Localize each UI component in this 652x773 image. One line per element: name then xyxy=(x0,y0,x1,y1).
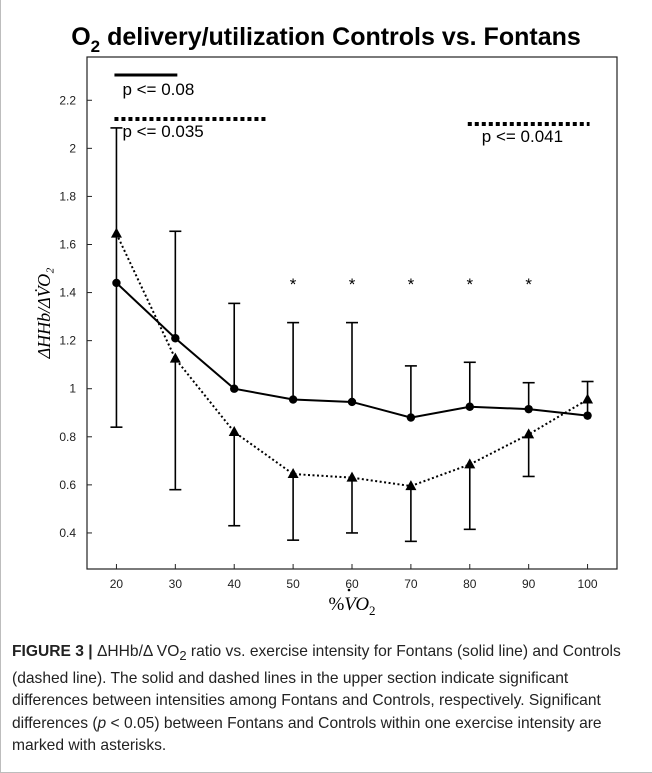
triangle-marker xyxy=(464,458,476,469)
circle-marker xyxy=(524,404,533,414)
y-tick-label: 1.2 xyxy=(59,334,76,348)
circle-marker xyxy=(171,334,180,343)
title-prefix: O xyxy=(71,23,90,51)
significance-label: p <= 0.041 xyxy=(482,127,563,146)
x-axis-label-o: O xyxy=(355,594,369,615)
line-chart: O2 delivery/utilization Controls vs. Fon… xyxy=(33,23,618,618)
asterisk-marker: * xyxy=(466,275,473,294)
x-axis-label-subscript: 2 xyxy=(369,603,376,618)
x-tick-label: 20 xyxy=(110,577,124,591)
x-tick-label: 50 xyxy=(286,577,300,591)
triangle-marker xyxy=(110,227,122,238)
y-tick-label: 1.8 xyxy=(59,189,76,203)
y-tick-label: 1.4 xyxy=(59,286,76,300)
triangle-marker xyxy=(169,352,181,363)
circle-marker xyxy=(347,397,357,407)
series-layer xyxy=(110,127,594,543)
asterisk-marker: * xyxy=(290,275,297,294)
circle-marker xyxy=(583,411,592,420)
y-tick-label: 0.4 xyxy=(59,526,76,540)
x-tick-label: 60 xyxy=(345,577,359,591)
caption-italic-p: p xyxy=(97,714,107,732)
triangle-marker xyxy=(523,428,535,439)
triangle-marker xyxy=(228,425,240,436)
circle-marker xyxy=(406,413,416,422)
significance-label: p <= 0.08 xyxy=(122,80,194,99)
x-tick-label: 30 xyxy=(169,577,183,591)
y-tick-label: 0.6 xyxy=(59,478,76,492)
title-rest: delivery/utilization Controls vs. Fontan… xyxy=(100,23,581,51)
x-axis-label-dot xyxy=(347,588,351,592)
x-axis-label: %VO2 xyxy=(328,594,375,618)
caption-text-3: < 0.05) between Fontans and Controls wit… xyxy=(12,714,602,755)
y-axis-label: ΔHHb/ΔV̇O₂ xyxy=(33,268,54,360)
asterisk-marker: * xyxy=(408,275,415,294)
asterisk-marker: * xyxy=(349,275,356,294)
x-tick-label: 80 xyxy=(463,577,477,591)
significance-label: p <= 0.035 xyxy=(122,122,203,141)
chart-title-text: O2 delivery/utilization Controls vs. Fon… xyxy=(71,23,581,56)
triangle-marker xyxy=(582,393,594,404)
x-axis-label-percent: % xyxy=(328,594,344,615)
x-tick-label: 40 xyxy=(228,577,242,591)
axes: 20 30 40 50 60 70 80 90 100 0.4 0.6 0.8 1 1.2 1.4 1.6 1.… xyxy=(59,93,598,591)
x-tick-label: 100 xyxy=(578,577,598,591)
axis-labels: %VO2 ΔHHb/ΔV̇O₂ xyxy=(33,268,375,618)
panel-left-border xyxy=(0,0,1,773)
y-tick-label: 0.8 xyxy=(59,430,76,444)
circle-marker xyxy=(465,402,474,411)
caption-text-1: ΔHHb/Δ VO xyxy=(92,643,180,660)
asterisk-marker: * xyxy=(525,275,532,294)
triangle-marker xyxy=(346,471,358,482)
caption-text-2: ratio vs. exercise intensity for Fontans… xyxy=(12,643,621,732)
significance-annotations: p <= 0.08 p <= 0.035 p <= 0.041 xyxy=(114,73,590,146)
x-tick-label: 70 xyxy=(404,577,418,591)
caption-subscript: 2 xyxy=(179,648,187,664)
chart-title: O2 delivery/utilization Controls vs. Fon… xyxy=(71,23,581,56)
circle-marker xyxy=(230,384,239,393)
x-axis-label-v: V xyxy=(344,594,358,615)
triangle-marker xyxy=(287,468,299,479)
x-tick-label: 90 xyxy=(522,577,536,591)
caption-label: FIGURE 3 | xyxy=(12,643,93,660)
y-tick-label: 2 xyxy=(69,141,76,155)
asterisk-markers: * * * * * xyxy=(290,275,533,294)
circle-marker xyxy=(288,395,298,404)
y-tick-label: 1 xyxy=(69,382,76,396)
circle-marker xyxy=(112,278,121,288)
y-tick-label: 2.2 xyxy=(59,93,76,107)
y-tick-label: 1.6 xyxy=(59,237,76,251)
triangle-marker xyxy=(405,480,417,491)
title-subscript: 2 xyxy=(91,37,100,56)
figure-caption: FIGURE 3 | ΔHHb/Δ VO2 ratio vs. exercise… xyxy=(12,641,644,758)
